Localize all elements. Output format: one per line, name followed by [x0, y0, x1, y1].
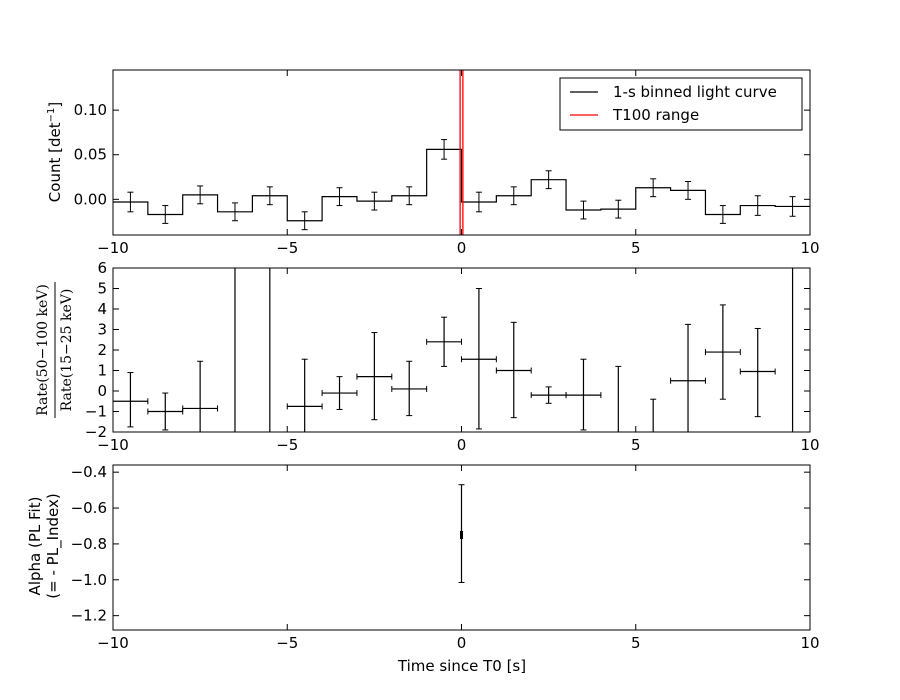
top-ytick-label: 0.00	[74, 190, 107, 208]
top-ylabel-text: Count [det	[46, 122, 64, 202]
top-xtick-label: 0	[457, 239, 467, 257]
top-errorbar	[615, 199, 622, 219]
legend-box	[559, 77, 803, 131]
mid-data-point	[391, 360, 428, 417]
mid-data-point	[147, 392, 184, 431]
alpha-panel: −10 −5 0 5 10 −1.2 −1.0 −0.8 −0.6 −0.4	[71, 463, 820, 652]
legend-label: T100 range	[612, 106, 699, 124]
mid-ytick-label: −1	[85, 403, 107, 421]
top-step-line	[113, 148, 810, 222]
bot-xtick-label: 5	[631, 634, 641, 652]
bot-ytick-label: −1.2	[71, 607, 107, 625]
top-errorbar	[336, 187, 343, 207]
mid-ytick-label: −2	[85, 423, 107, 441]
mid-data-point	[286, 358, 323, 432]
mid-ytick-label: 2	[97, 341, 107, 359]
mid-data-point	[704, 304, 741, 400]
bot-plot-area	[458, 484, 465, 583]
top-errorbar	[266, 186, 273, 206]
top-ylabel-end: ]	[46, 102, 64, 108]
top-xtick-label: 5	[631, 239, 641, 257]
mid-data-point	[461, 288, 497, 430]
bottom-ylabel: Alpha (PL Fit) (= - PL_Index)	[26, 493, 63, 598]
mid-xtick-label: −5	[276, 436, 298, 454]
top-errorbar	[685, 180, 692, 200]
mid-data-point	[426, 316, 462, 367]
mid-data-point	[321, 376, 358, 410]
bot-xtick-label: −5	[276, 634, 298, 652]
bot-data-point	[458, 484, 465, 583]
bottom-xlabel: Time since T0 [s]	[397, 657, 526, 675]
mid-xtick-label: −10	[97, 436, 129, 454]
mid-ytick-label: 5	[97, 280, 107, 298]
bot-marker	[460, 530, 463, 539]
top-ytick-label: 0.05	[74, 146, 107, 164]
top-errorbar	[127, 191, 134, 213]
bot-ytick-label: −0.4	[71, 463, 107, 481]
top-ylabel-sup: −1	[46, 108, 57, 123]
mid-data-point	[495, 321, 532, 419]
light-curve-panel: −10 −5 0 5 10 0.00 0.05 0.10 1-s binned light cu…	[74, 69, 820, 257]
top-errorbar	[371, 191, 378, 211]
mid-ytick-label: 4	[97, 300, 107, 318]
middle-ylabel-denominator: Rate(15−25 keV)	[59, 289, 75, 412]
top-errorbar	[580, 200, 587, 220]
top-errorbar	[197, 185, 204, 205]
mid-ytick-label: 6	[97, 259, 107, 277]
mid-xtick-label: 10	[800, 436, 819, 454]
bot-xtick-label: 0	[457, 634, 467, 652]
bot-xtick-label: −10	[97, 634, 129, 652]
mid-vertical-segment	[615, 365, 622, 432]
bot-xtick-label: 10	[800, 634, 819, 652]
top-errorbar	[789, 196, 796, 217]
mid-data-point	[356, 332, 393, 421]
top-errorbar	[441, 139, 448, 160]
mid-data-point	[739, 327, 776, 418]
top-ylabel: Count [det−1]	[46, 102, 64, 202]
mid-ytick-label: 3	[97, 321, 107, 339]
top-errorbar	[301, 211, 308, 231]
mid-data-point	[565, 358, 602, 431]
top-errorbar	[475, 191, 482, 213]
top-errorbar	[510, 186, 517, 206]
mid-data-point	[530, 386, 567, 404]
top-xtick-label: −10	[97, 239, 129, 257]
mid-data-point	[113, 372, 149, 428]
mid-vertical-segment	[650, 398, 657, 432]
bot-ytick-label: −0.6	[71, 499, 107, 517]
mid-data-point	[670, 323, 706, 432]
bottom-ylabel-line1: Alpha (PL Fit)	[26, 497, 44, 596]
legend: 1-s binned light curve T100 range	[559, 77, 803, 131]
mid-xtick-label: 0	[457, 436, 467, 454]
top-xtick-label: 10	[800, 239, 819, 257]
mid-xtick-label: 5	[631, 436, 641, 454]
bot-ytick-label: −1.0	[71, 571, 107, 589]
top-errorbar	[754, 195, 761, 216]
top-errorbar	[719, 205, 726, 224]
middle-ylabel-numerator: Rate(50−100 keV)	[35, 284, 51, 416]
top-errorbar	[162, 205, 169, 224]
bot-ytick-label: −0.8	[71, 535, 107, 553]
mid-ytick-label: 0	[97, 382, 107, 400]
bottom-ylabel-line2: (= - PL_Index)	[44, 493, 63, 598]
middle-ylabel: Rate(50−100 keV) Rate(15−25 keV)	[35, 282, 75, 418]
top-errorbar	[650, 178, 657, 198]
top-errorbar	[406, 186, 413, 206]
mid-data-point	[182, 360, 219, 432]
mid-plot-area	[113, 268, 794, 432]
top-errorbar	[545, 170, 552, 190]
top-xtick-label: −5	[276, 239, 298, 257]
top-plot-area	[113, 70, 810, 235]
top-errorbar	[231, 202, 238, 222]
mid-ytick-label: 1	[97, 362, 107, 380]
legend-label: 1-s binned light curve	[613, 83, 777, 101]
top-ytick-label: 0.10	[74, 101, 107, 119]
